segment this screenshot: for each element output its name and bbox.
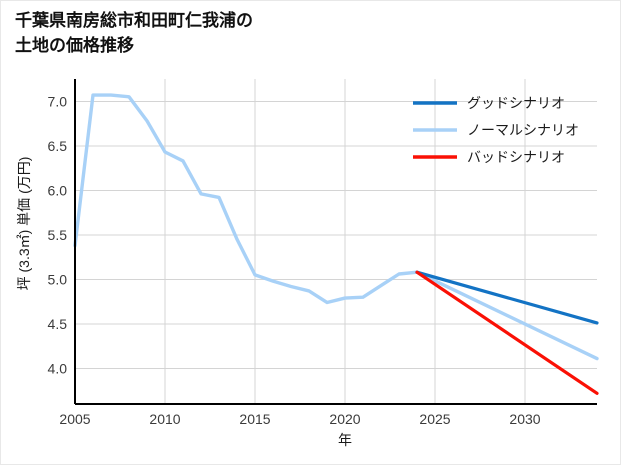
series-line-バッドシナリオ: [415, 270, 599, 395]
y-tick-label: 6.5: [48, 138, 68, 154]
x-tick-labels: 2005 2010 2015 2020 2025 2030: [59, 411, 540, 427]
x-gridlines: [74, 79, 526, 404]
x-tick-label: 2020: [329, 411, 360, 427]
x-tick-label: 2025: [419, 411, 450, 427]
y-tick-label: 5.5: [48, 227, 68, 243]
y-tick-label: 4.5: [48, 316, 68, 332]
series-line-ノーマルシナリオ: [73, 93, 599, 361]
y-tick-label: 6.0: [48, 182, 68, 198]
y-tick-labels: 4.0 4.5 5.0 5.5 6.0 6.5 7.0: [48, 93, 68, 376]
y-axis-title: 坪 (3.3㎡) 単価 (万円): [16, 157, 32, 291]
series-layer: [73, 93, 599, 395]
y-gridlines: [75, 100, 597, 369]
y-tick-label: 4.0: [48, 360, 68, 376]
x-axis-title: 年: [338, 432, 352, 448]
y-tick-label: 5.0: [48, 271, 68, 287]
legend-label-2: バッドシナリオ: [467, 149, 565, 165]
x-tick-label: 2015: [239, 411, 270, 427]
axis-spines: [73, 79, 597, 406]
legend-label-1: ノーマルシナリオ: [467, 122, 579, 138]
legend-label-0: グッドシナリオ: [467, 95, 565, 111]
x-tick-label: 2005: [59, 411, 90, 427]
x-tick-label: 2030: [509, 411, 540, 427]
series-line-グッドシナリオ: [415, 270, 599, 325]
page-title: 千葉県南房総市和田町仁我浦の 土地の価格推移: [15, 11, 253, 55]
x-tick-label: 2010: [149, 411, 180, 427]
y-tick-label: 7.0: [48, 93, 68, 109]
